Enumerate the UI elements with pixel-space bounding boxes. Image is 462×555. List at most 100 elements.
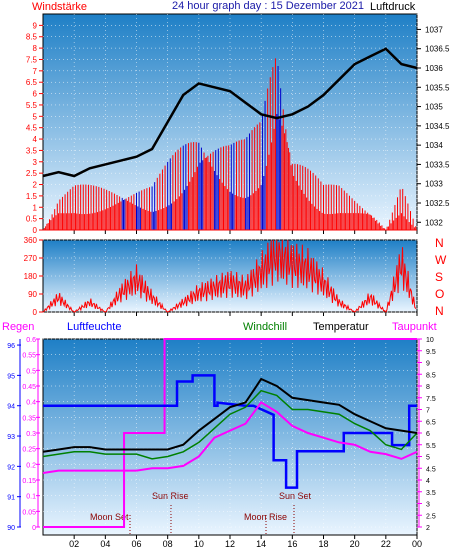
luftdruck-line bbox=[42, 47, 418, 178]
temp-tick-label: 9 bbox=[426, 361, 430, 368]
windstaerke-tick-label: 1.5 bbox=[26, 192, 38, 201]
windstaerke-tick-label: 6 bbox=[33, 90, 38, 99]
luftdruck-tick-label: 1032 bbox=[425, 218, 443, 227]
luftdruck-tick-label: 1035.5 bbox=[425, 83, 450, 92]
temperatur-line bbox=[42, 377, 418, 453]
temp-tick-label: 7.5 bbox=[426, 396, 436, 403]
temp-tick-label: 3 bbox=[426, 502, 430, 509]
regen-tick-label: 0.5 bbox=[26, 368, 36, 375]
humidity-tick-label: 93 bbox=[7, 434, 15, 441]
windstaerke-tick-label: 8.5 bbox=[26, 33, 38, 42]
regen-tick-label: 0.15 bbox=[22, 478, 36, 485]
windstaerke-tick-label: 2 bbox=[33, 181, 38, 190]
luftdruck-tick-label: 1036.5 bbox=[425, 45, 450, 54]
humidity-tick-label: 91 bbox=[7, 495, 15, 502]
temp-tick-label: 2.5 bbox=[426, 513, 436, 520]
windstaerke-tick-label: 7.5 bbox=[26, 55, 38, 64]
humidity-tick-label: 95 bbox=[7, 373, 15, 380]
sun-rise-label: Sun Rise bbox=[152, 491, 189, 501]
windstaerke-tick-label: 0 bbox=[33, 226, 38, 235]
temp-tick-label: 7 bbox=[426, 408, 430, 415]
windstaerke-tick-label: 2.5 bbox=[26, 169, 38, 178]
time-tick-label: 20 bbox=[350, 539, 360, 549]
luftdruck-tick-label: 1033.5 bbox=[425, 160, 450, 169]
direction-letter-o: O bbox=[435, 287, 444, 301]
temp-tick-label: 6 bbox=[426, 431, 430, 438]
luftdruck-tick-label: 1034 bbox=[425, 141, 443, 150]
regen-tick-label: 0.25 bbox=[22, 447, 36, 454]
direction-letter-s: S bbox=[435, 270, 443, 284]
time-tick-label: 04 bbox=[100, 539, 110, 549]
regen-line bbox=[43, 338, 417, 528]
luftdruck-tick-label: 1032.5 bbox=[425, 199, 450, 208]
temp-tick-label: 5 bbox=[426, 455, 430, 462]
time-tick-label: 18 bbox=[318, 539, 328, 549]
moon-set-label: Moon Set bbox=[90, 512, 129, 522]
luftfeuchte-line bbox=[43, 374, 417, 489]
direction-tick-label: 90 bbox=[28, 290, 37, 299]
temp-tick-label: 8.5 bbox=[426, 372, 436, 379]
windstaerke-tick-label: 0.5 bbox=[26, 215, 38, 224]
climate-plot-area bbox=[42, 338, 418, 536]
regen-tick-label: 0.55 bbox=[22, 353, 36, 360]
time-tick-label: 02 bbox=[69, 539, 79, 549]
time-tick-label: 22 bbox=[381, 539, 391, 549]
luftdruck-tick-label: 1036 bbox=[425, 64, 443, 73]
time-tick-label: 06 bbox=[131, 539, 141, 549]
regen-tick-label: 0.4 bbox=[26, 400, 36, 407]
sun-set-label: Sun Set bbox=[279, 491, 312, 501]
direction-letter-n-bottom: N bbox=[435, 304, 444, 318]
regen-tick-label: 0.35 bbox=[22, 415, 36, 422]
windstaerke-label: Windstärke bbox=[32, 1, 87, 13]
regen-tick-label: 0 bbox=[32, 525, 36, 532]
chart-marks: 00.511.522.533.544.555.566.577.588.59103… bbox=[7, 14, 450, 539]
legend-windchill: Windchill bbox=[243, 321, 287, 333]
luftdruck-tick-label: 1037 bbox=[425, 25, 443, 34]
windstaerke-tick-label: 8 bbox=[33, 44, 38, 53]
regen-tick-label: 0.1 bbox=[26, 494, 36, 501]
legend-luftfeuchte: Luftfeuchte bbox=[67, 321, 121, 333]
windchill-line bbox=[42, 389, 418, 460]
direction-tick-label: 270 bbox=[24, 254, 38, 263]
time-tick-label: 12 bbox=[225, 539, 235, 549]
temp-tick-label: 6.5 bbox=[426, 419, 436, 426]
windstaerke-tick-label: 3 bbox=[33, 158, 38, 167]
regen-tick-label: 0.2 bbox=[26, 462, 36, 469]
regen-tick-label: 0.6 bbox=[26, 337, 36, 344]
legend-temperatur: Temperatur bbox=[313, 321, 369, 333]
regen-tick-label: 0.45 bbox=[22, 384, 36, 391]
windstaerke-tick-label: 9 bbox=[33, 21, 38, 30]
temp-tick-label: 4.5 bbox=[426, 466, 436, 473]
temp-tick-label: 8 bbox=[426, 384, 430, 391]
windstaerke-tick-label: 6.5 bbox=[26, 78, 38, 87]
windstaerke-tick-label: 4 bbox=[33, 135, 38, 144]
humidity-tick-label: 94 bbox=[7, 404, 15, 411]
temp-tick-label: 5.5 bbox=[426, 443, 436, 450]
direction-tick-label: 0 bbox=[33, 308, 38, 317]
direction-tick-label: 360 bbox=[24, 236, 38, 245]
direction-letter-w: W bbox=[435, 253, 447, 267]
windstaerke-tick-label: 5 bbox=[33, 112, 38, 121]
time-tick-label: 16 bbox=[287, 539, 297, 549]
windstaerke-tick-label: 4.5 bbox=[26, 124, 38, 133]
time-tick-label: 10 bbox=[194, 539, 204, 549]
windstaerke-tick-label: 5.5 bbox=[26, 101, 38, 110]
windstaerke-tick-label: 3.5 bbox=[26, 146, 38, 155]
direction-tick-label: 180 bbox=[24, 272, 38, 281]
luftdruck-tick-label: 1035 bbox=[425, 103, 443, 112]
time-tick-label: 08 bbox=[163, 539, 173, 549]
legend-regen: Regen bbox=[2, 321, 34, 333]
chart-title: 24 hour graph day : 15 Dezember 2021 bbox=[172, 0, 364, 12]
temp-tick-label: 4 bbox=[426, 478, 430, 485]
luftdruck-label: Luftdruck bbox=[370, 1, 416, 13]
luftdruck-tick-label: 1033 bbox=[425, 180, 443, 189]
windstaerke-tick-label: 1 bbox=[33, 203, 38, 212]
taupunkt-line bbox=[42, 401, 418, 474]
time-axis: 02 04 06 08 10 12 14 16 18 20 22 00 bbox=[69, 539, 422, 549]
time-tick-label: 14 bbox=[256, 539, 266, 549]
time-tick-label: 00 bbox=[412, 539, 422, 549]
direction-letter-n-top: N bbox=[435, 236, 444, 250]
windstaerke-tick-label: 7 bbox=[33, 67, 38, 76]
temp-tick-label: 3.5 bbox=[426, 490, 436, 497]
